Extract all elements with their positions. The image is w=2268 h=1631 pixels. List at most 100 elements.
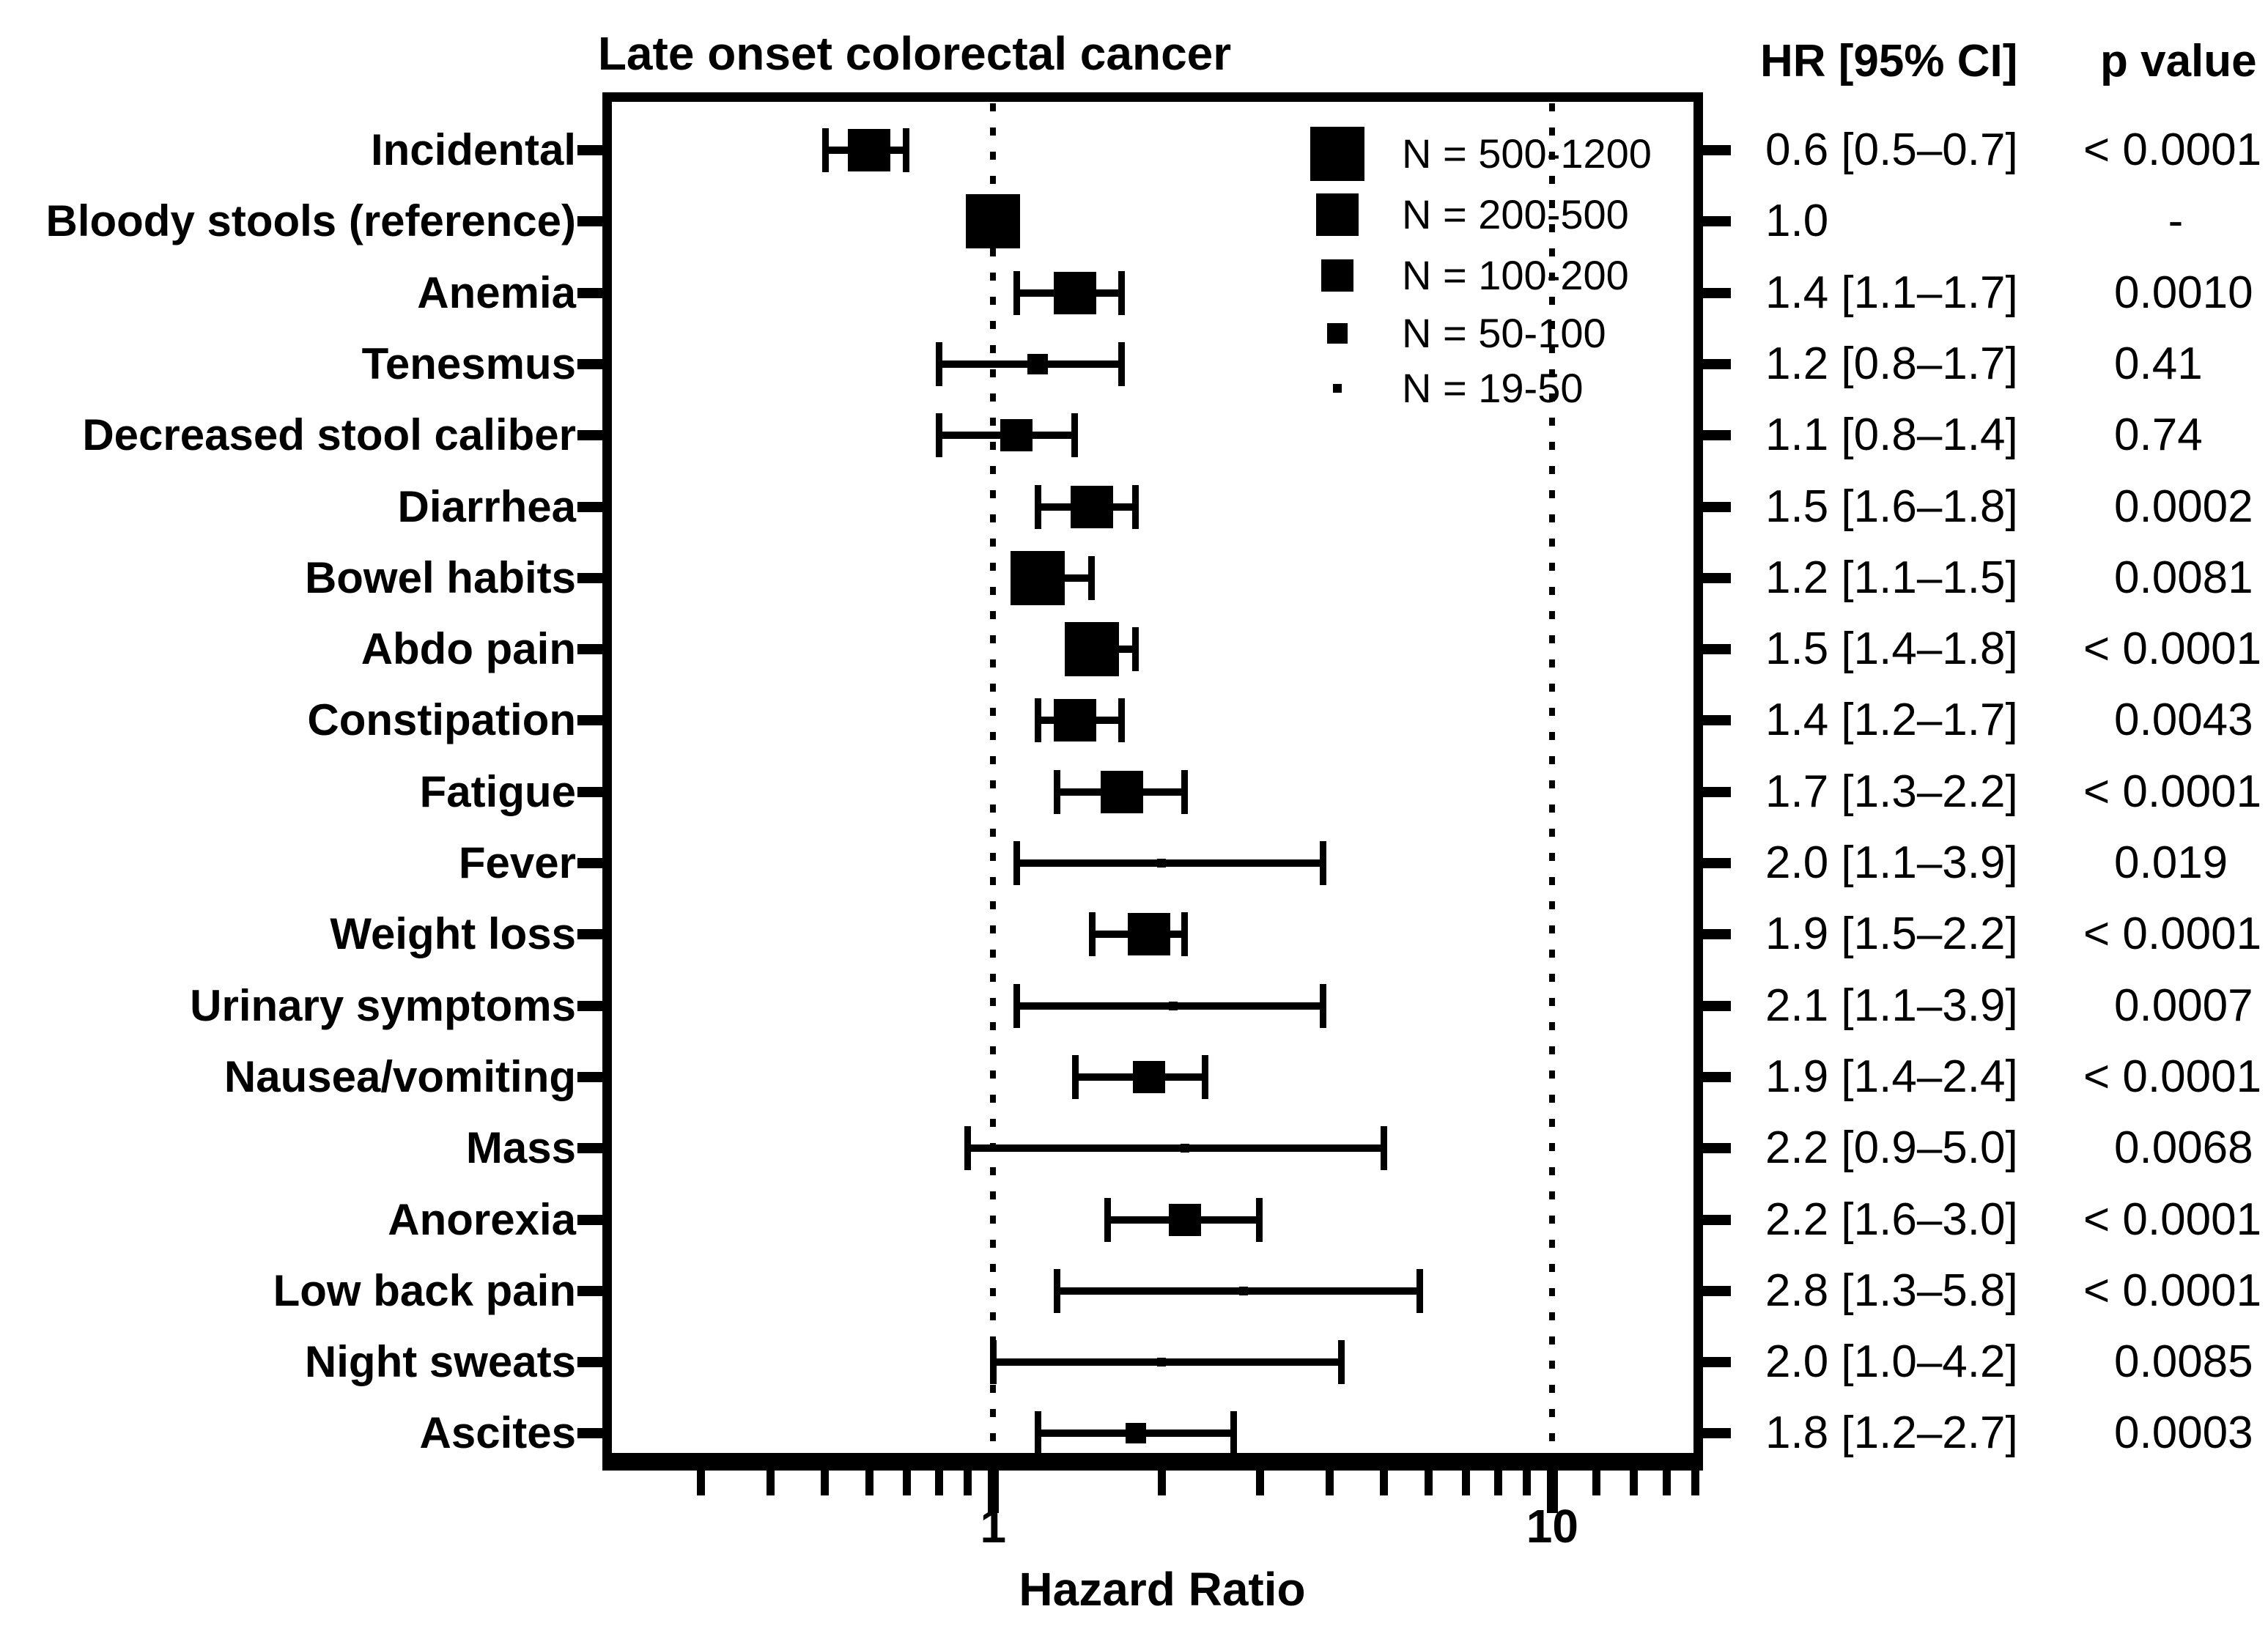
- forest-marker: [1128, 913, 1171, 956]
- row-tick-left: [577, 929, 602, 940]
- row-tick-left: [577, 1357, 602, 1368]
- row-label: Urinary symptoms: [190, 980, 576, 1030]
- row-tick-left: [577, 1071, 602, 1082]
- row-tick-right: [1703, 858, 1731, 868]
- row-tick-right: [1703, 715, 1731, 726]
- row-tick-left: [577, 1285, 602, 1296]
- row-tick-right: [1703, 287, 1731, 298]
- row-tick-left: [577, 1214, 602, 1225]
- hr-ci-value: 2.0 [1.0–4.2]: [1765, 1336, 2018, 1388]
- reference-line: [1549, 103, 1556, 1451]
- row-tick-left: [577, 501, 602, 512]
- hr-ci-value: 2.0 [1.1–3.9]: [1765, 837, 2018, 888]
- legend-label: N = 200-500: [1402, 191, 1629, 237]
- p-value: 0.0010: [2114, 267, 2253, 318]
- error-bar-cap-high: [1132, 484, 1139, 529]
- x-axis-minor-tick: [1157, 1471, 1166, 1495]
- legend-marker: [1310, 127, 1364, 181]
- row-tick-right: [1703, 358, 1731, 369]
- row-tick-right: [1703, 501, 1731, 512]
- error-bar: [993, 1358, 1342, 1366]
- forest-marker: [1053, 699, 1096, 742]
- error-bar-cap-low: [821, 128, 829, 172]
- hr-ci-value: 1.0: [1765, 196, 1829, 247]
- hr-ci-value: 1.1 [0.8–1.4]: [1765, 410, 2018, 461]
- forest-marker: [1064, 622, 1119, 677]
- forest-marker: [1180, 1144, 1189, 1153]
- row-label: Decreased stool caliber: [82, 410, 576, 460]
- p-value: < 0.0001: [2083, 1051, 2262, 1102]
- x-axis-minor-tick: [1493, 1471, 1502, 1495]
- forest-marker: [848, 129, 891, 171]
- hr-ci-value: 1.4 [1.2–1.7]: [1765, 695, 2018, 746]
- x-axis-major-tick: [987, 1471, 999, 1513]
- row-tick-right: [1703, 1000, 1731, 1011]
- row-tick-left: [577, 358, 602, 369]
- error-bar-cap-low: [990, 1340, 997, 1385]
- x-axis-tick-label: 1: [980, 1500, 1007, 1553]
- x-axis-minor-tick: [963, 1471, 972, 1495]
- p-value: 0.0043: [2114, 695, 2253, 746]
- row-tick-left: [577, 287, 602, 298]
- x-axis-minor-tick: [1255, 1471, 1264, 1495]
- row-tick-left: [577, 430, 602, 441]
- forest-marker: [1168, 1203, 1201, 1236]
- hr-ci-value: 1.8 [1.2–2.7]: [1765, 1408, 2018, 1459]
- row-tick-left: [577, 786, 602, 797]
- error-bar-cap-high: [1202, 1054, 1209, 1099]
- x-axis-tick-label: 10: [1526, 1500, 1578, 1553]
- error-bar: [967, 1144, 1384, 1153]
- row-label: Abdo pain: [361, 624, 576, 674]
- x-axis-minor-tick: [1522, 1471, 1531, 1495]
- reference-line: [990, 103, 997, 1451]
- p-value: 0.0081: [2114, 552, 2253, 603]
- error-bar-cap-high: [1118, 698, 1126, 743]
- row-tick-left: [577, 644, 602, 655]
- hr-ci-value: 1.4 [1.1–1.7]: [1765, 267, 2018, 318]
- legend-label: N = 500-1200: [1402, 130, 1652, 177]
- p-value: < 0.0001: [2083, 125, 2262, 175]
- error-bar-cap-high: [1380, 1126, 1387, 1171]
- hr-ci-value: 1.5 [1.4–1.8]: [1765, 624, 2018, 675]
- error-bar-cap-low: [936, 341, 943, 386]
- hr-ci-value: 2.2 [0.9–5.0]: [1765, 1123, 2018, 1174]
- p-value: < 0.0001: [2083, 1265, 2262, 1316]
- chart-title: Late onset colorectal cancer: [597, 27, 1232, 80]
- row-label: Night sweats: [304, 1337, 576, 1387]
- row-tick-right: [1703, 1285, 1731, 1296]
- error-bar-cap-low: [1088, 912, 1096, 957]
- legend-marker: [1333, 384, 1342, 393]
- error-bar-cap-low: [1034, 484, 1041, 529]
- error-bar-cap-low: [1013, 841, 1020, 885]
- forest-marker: [1000, 419, 1033, 452]
- x-axis-minor-tick: [821, 1471, 830, 1495]
- forest-marker: [1027, 353, 1048, 374]
- p-value: 0.0068: [2114, 1123, 2253, 1174]
- hr-column-header: HR [95% CI]: [1760, 36, 2018, 86]
- p-value: 0.74: [2114, 410, 2203, 461]
- row-tick-right: [1703, 572, 1731, 583]
- row-label: Anemia: [417, 267, 576, 317]
- row-tick-left: [577, 858, 602, 868]
- x-axis-minor-tick: [1326, 1471, 1334, 1495]
- x-axis-minor-tick: [1662, 1471, 1671, 1495]
- hr-ci-value: 1.2 [0.8–1.7]: [1765, 338, 2018, 389]
- row-tick-left: [577, 1428, 602, 1439]
- row-tick-right: [1703, 644, 1731, 655]
- x-axis-minor-tick: [767, 1471, 775, 1495]
- error-bar-cap-high: [1118, 341, 1126, 386]
- row-tick-right: [1703, 786, 1731, 797]
- row-tick-left: [577, 1000, 602, 1011]
- x-axis-minor-tick: [1461, 1471, 1470, 1495]
- row-tick-right: [1703, 1143, 1731, 1154]
- error-bar-cap-high: [1071, 413, 1078, 458]
- row-tick-right: [1703, 1214, 1731, 1225]
- row-label: Weight loss: [330, 909, 576, 959]
- error-bar-cap-low: [1013, 270, 1020, 315]
- forest-marker: [1070, 485, 1113, 528]
- error-bar-cap-high: [1087, 555, 1095, 600]
- x-axis-minor-tick: [1630, 1471, 1639, 1495]
- error-bar: [1016, 859, 1324, 867]
- row-label: Diarrhea: [397, 481, 576, 531]
- error-bar-cap-low: [964, 1126, 972, 1171]
